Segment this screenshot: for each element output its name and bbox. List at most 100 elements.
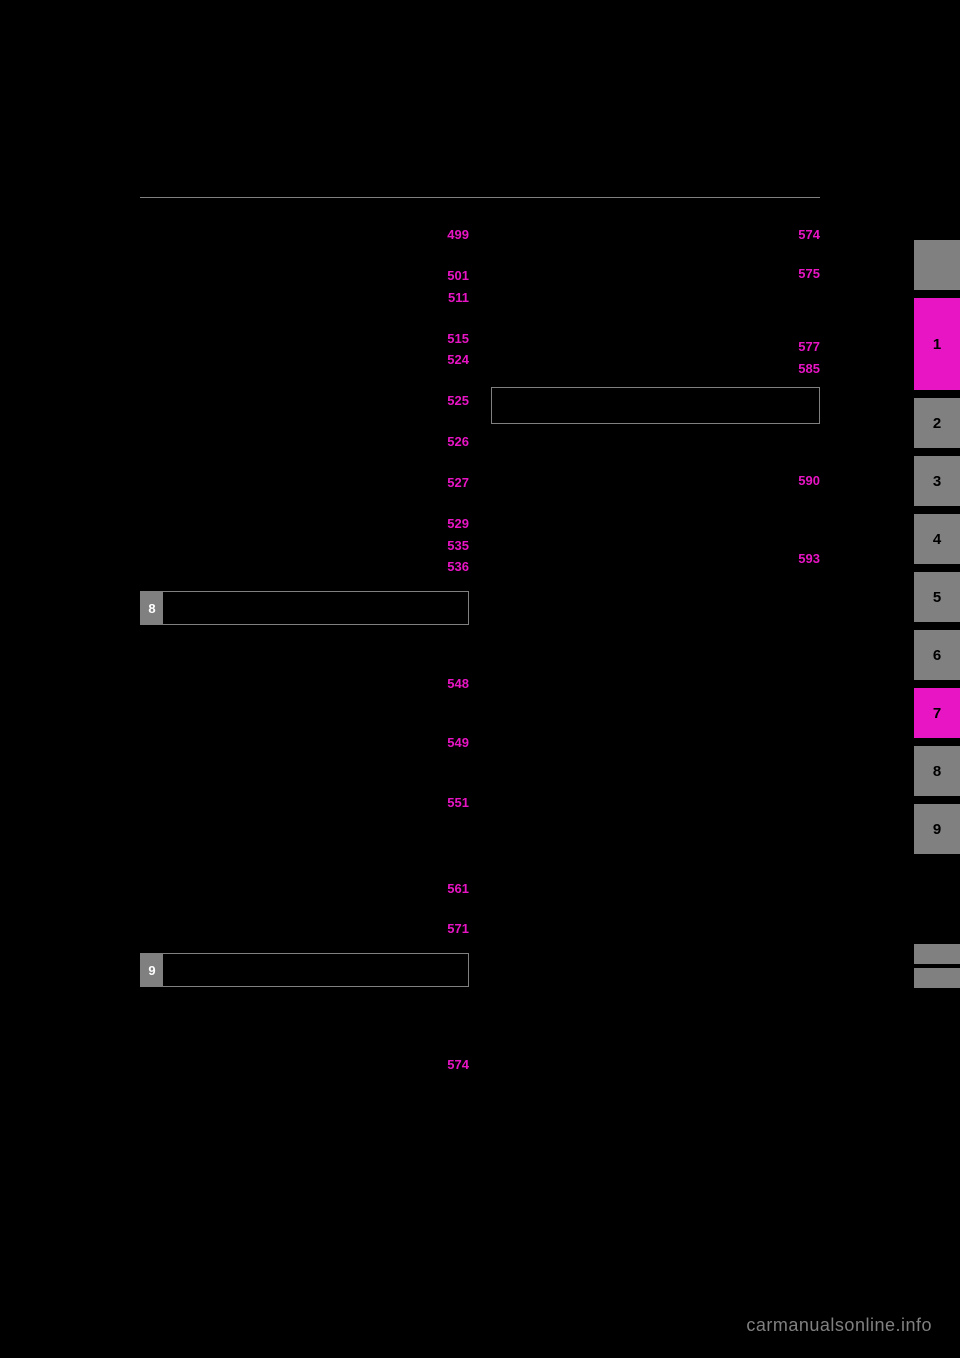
- toc-label: Electronic key: [140, 455, 469, 474]
- toc-page-link[interactable]: 527: [447, 474, 469, 493]
- toc-dots: ...........: [556, 553, 799, 569]
- toc-page-link[interactable]: 577: [798, 338, 820, 357]
- side-tab-5[interactable]: 5: [914, 572, 960, 622]
- toc-entry: an emergency .. 549: [140, 734, 469, 753]
- toc-entry: tures .............. 577: [491, 338, 820, 357]
- side-bar[interactable]: [914, 944, 960, 964]
- toc-page-link[interactable]: 501: [447, 267, 469, 286]
- toc-label: pressure: [140, 330, 211, 349]
- side-tab-2[interactable]: 2: [914, 398, 960, 448]
- section-bar-9: 9 Vehicle specifica-tions: [140, 953, 469, 987]
- toc-dots: ............: [203, 354, 447, 370]
- toc-entry: requirements .... 499: [140, 226, 469, 245]
- section-bar-owners: For owners: [491, 387, 820, 425]
- toc-label: Headlight aim: [140, 537, 240, 556]
- toc-label: If you think some-: [140, 902, 469, 921]
- toc-label: French): [491, 550, 556, 569]
- toc-page-link[interactable]: 535: [447, 537, 469, 556]
- subsection-title: 8-1. Essential information: [140, 635, 469, 650]
- side-tab-8[interactable]: 8: [914, 746, 960, 796]
- page-content: 17 TABLE OF CONTENTS requirements .... 4…: [140, 170, 820, 1078]
- toc-label: (fuel, oil level,: [140, 1037, 469, 1056]
- toc-dots: ............: [200, 477, 448, 493]
- toc-dots: ..: [247, 518, 447, 534]
- toc-label: thing is wrong: [140, 920, 240, 939]
- toc-page-link[interactable]: 525: [447, 392, 469, 411]
- toc-label: Reporting safety: [491, 434, 820, 453]
- toc-entry: flashers .......... 548: [140, 675, 469, 694]
- toc-page-link[interactable]: 590: [798, 472, 820, 491]
- toc-page-link[interactable]: 499: [447, 226, 469, 245]
- toc-dots: ............: [198, 436, 447, 452]
- toc-entry: filter ................ 525: [140, 392, 469, 411]
- toc-page-link[interactable]: 561: [447, 880, 469, 899]
- toc-label: ment: [140, 267, 189, 286]
- side-tab-7[interactable]: 7: [914, 688, 960, 738]
- toc-page-link[interactable]: 585: [798, 360, 820, 379]
- section-title: Vehicle specifica-tions: [163, 954, 468, 986]
- side-bar[interactable]: [914, 968, 960, 988]
- toc-label: Customizable fea-: [491, 319, 820, 338]
- columns: requirements .... 499 Engine compart- me…: [140, 226, 820, 1078]
- section-title: For owners: [492, 388, 819, 424]
- side-tab-3[interactable]: 3: [914, 456, 960, 506]
- side-tab-4[interactable]: 4: [914, 514, 960, 564]
- toc-page-link[interactable]: 548: [447, 675, 469, 694]
- toc-page-link[interactable]: 515: [447, 330, 469, 349]
- toc-entry: battery ............ 527: [140, 474, 469, 493]
- toc-dots: ..............: [540, 341, 798, 357]
- toc-page-link[interactable]: 536: [447, 558, 469, 577]
- toc-label: owners (in: [491, 531, 820, 550]
- toc-page-link[interactable]: 575: [798, 265, 820, 284]
- toc-label: owners: [491, 472, 553, 491]
- toc-label: If the vehicle is: [140, 756, 469, 775]
- toc-page-link[interactable]: 529: [447, 515, 469, 534]
- side-tab-1[interactable]: 1: [914, 298, 960, 390]
- subsection-title: 8-2. Steps to take in an emergency: [140, 821, 469, 836]
- toc-entry: pressure ......... 515: [140, 330, 469, 349]
- toc-dots: ....: [240, 540, 448, 556]
- toc-label: Engine compart-: [140, 248, 469, 267]
- toc-label: 9-3. Items to initialize: [491, 360, 621, 379]
- toc-label: to be stopped in: [140, 716, 469, 735]
- toc-entry: water ............ 551: [140, 794, 469, 813]
- toc-page-link[interactable]: 526: [447, 433, 469, 452]
- toc-page-link[interactable]: 524: [447, 351, 469, 370]
- toc-page-link[interactable]: 551: [447, 794, 469, 813]
- toc-page-link[interactable]: 511: [448, 289, 469, 308]
- toc-label: Tire inflation: [140, 311, 469, 330]
- toc-page-link[interactable]: 574: [447, 1056, 469, 1075]
- toc-label: etc.): [140, 1056, 185, 1075]
- toc-entry: Tire information .. 575: [491, 265, 820, 284]
- toc-label: Light bulbs: [140, 558, 223, 577]
- toc-label: tures: [491, 338, 540, 357]
- toc-label: towed: [140, 880, 195, 899]
- toc-entry: inserts ............ 526: [140, 433, 469, 452]
- toc-dots: ..........: [189, 270, 447, 286]
- toc-dots: ........: [223, 561, 447, 577]
- toc-page-link[interactable]: 571: [447, 920, 469, 939]
- section-number: 8: [141, 592, 163, 624]
- toc-label: Tire information: [491, 265, 601, 284]
- toc-entry: replacing fuses .. 529: [140, 515, 469, 534]
- toc-label: If your vehicle has: [140, 697, 469, 716]
- toc-page-link[interactable]: 549: [447, 734, 469, 753]
- toc-dots: ..: [242, 737, 447, 753]
- toc-dots: ................: [185, 395, 448, 411]
- subsection-title: 9-1. Specifications: [140, 997, 469, 1012]
- toc-entry: Light bulbs ........ 536: [140, 558, 469, 577]
- side-tab-9[interactable]: 9: [914, 804, 960, 854]
- toc-label: replacing fuses: [140, 515, 247, 534]
- side-tab-6[interactable]: 6: [914, 630, 960, 680]
- toc-dots: ..: [601, 268, 798, 284]
- toc-entry: French) ........... 593: [491, 550, 820, 569]
- toc-entry: Fuel information .. 574: [491, 226, 820, 245]
- side-tab-blank-top[interactable]: [914, 240, 960, 290]
- toc-entry: Headlight aim .... 535: [140, 537, 469, 556]
- toc-page-link[interactable]: 593: [798, 550, 820, 569]
- watermark: carmanualsonline.info: [746, 1315, 932, 1336]
- toc-page-link[interactable]: 574: [798, 226, 820, 245]
- toc-label: defects for U.S.: [491, 453, 820, 472]
- toc-dots: ...: [240, 923, 447, 939]
- header-title: TABLE OF CONTENTS: [660, 175, 820, 189]
